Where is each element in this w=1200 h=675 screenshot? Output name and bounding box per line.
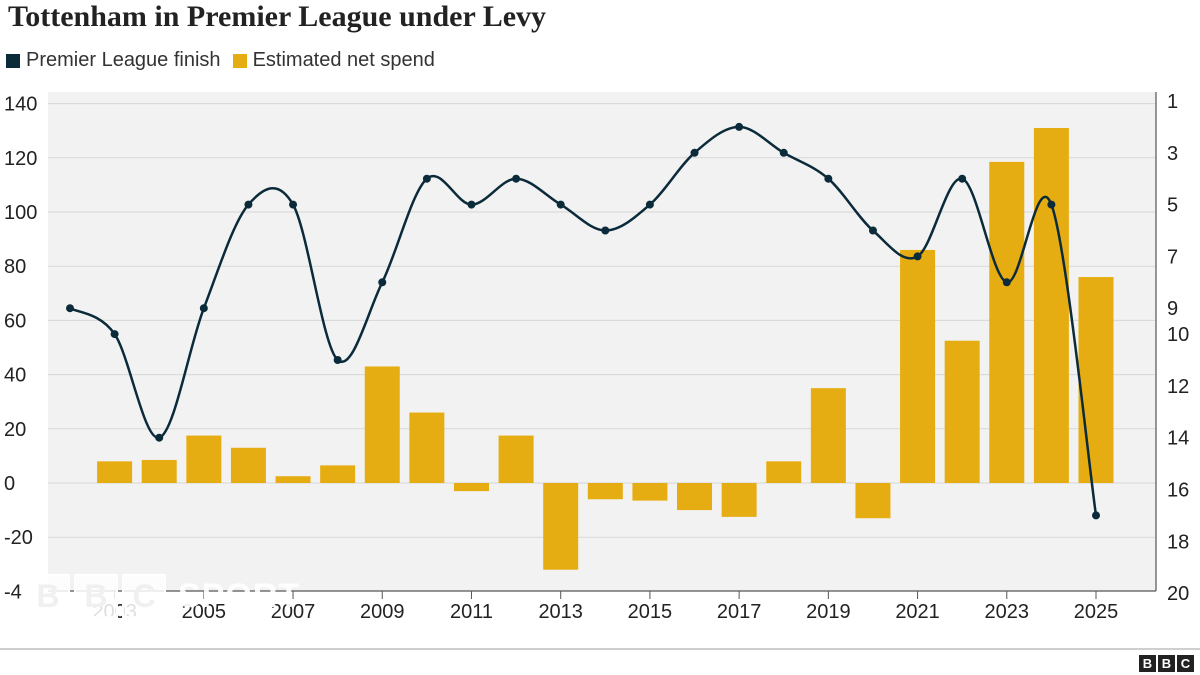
league-finish-point-2019 [824,174,833,183]
league-finish-point-2025 [1092,511,1100,520]
bar-2016 [677,483,713,511]
chart-title: Tottenham in Premier League under Levy [8,0,547,33]
x-axis-tick-label-2013: 2013 [538,601,583,623]
x-axis-tick-label-2015: 2015 [628,601,673,623]
right-axis-tick-label-1: 3 [1167,143,1178,165]
league-finish-point-2011 [467,200,476,209]
bar-2020 [855,483,891,519]
bar-2006 [230,447,266,483]
bar-2019 [810,388,846,483]
bar-2004 [141,459,177,483]
league-finish-point-2012 [512,174,521,183]
legend: Premier League finish Estimated net spen… [6,49,447,72]
watermark-block-2: B [74,574,118,618]
x-axis-tick-label-2023: 2023 [985,601,1030,623]
x-axis-tick-label-2009: 2009 [360,601,405,623]
league-finish-point-2021 [913,252,922,261]
x-axis-tick-label-2005: 2005 [182,601,227,623]
right-axis-tick-label-6: 12 [1167,376,1189,398]
bar-2017 [721,483,757,517]
league-finish-point-2013 [556,200,565,209]
bbc-logo-block-1: B [1139,655,1156,672]
left-axis-tick-label-3: 80 [4,256,26,278]
league-finish-point-2009 [378,278,387,287]
bar-2021 [900,249,936,483]
bar-2008 [320,465,356,483]
bar-2009 [364,366,400,483]
league-finish-point-2008 [333,356,342,364]
bar-2018 [766,461,802,483]
league-finish-point-2007 [289,200,298,209]
league-finish-point-2024 [1047,200,1056,209]
bar-2013 [543,483,579,570]
legend-item-net-spend: Estimated net spend [232,49,435,72]
legend-swatch-league-finish [6,53,20,68]
watermark-sport-text: SPORT [178,576,301,615]
left-axis-tick-label-5: 40 [4,365,26,387]
right-axis-tick-label-9: 18 [1167,531,1189,553]
left-axis-tick-label-2: 100 [4,202,37,224]
league-finish-point-2016 [690,148,699,157]
left-axis-tick-label-7: 0 [4,473,15,495]
league-finish-point-2022 [958,174,967,183]
league-finish-point-2010 [422,174,431,183]
right-axis-tick-label-2: 5 [1167,195,1178,217]
right-axis-tick-label-5: 10 [1167,324,1189,346]
left-axis-tick-label-0: 140 [4,94,37,116]
right-axis-tick-label-8: 16 [1167,480,1189,502]
watermark-block-1: B [26,574,70,618]
bar-2014 [587,483,623,500]
bar-2007 [275,476,311,483]
bbc-sport-watermark: B B C SPORT [26,574,300,618]
league-finish-point-2023 [1002,278,1011,287]
league-finish-point-2005 [199,304,208,313]
legend-item-league-finish: Premier League finish [6,49,221,72]
league-finish-point-2006 [244,200,253,209]
league-finish-point-2002 [66,304,74,313]
x-axis-tick-label-2025: 2025 [1074,601,1119,623]
bar-2012 [498,435,534,483]
right-axis-tick-label-3: 7 [1167,246,1178,268]
bar-2010 [409,412,445,483]
bar-2015 [632,483,668,501]
right-axis-tick-label-4: 9 [1167,298,1178,320]
x-axis-tick-label-2021: 2021 [895,601,940,623]
bar-2011 [453,483,489,492]
x-axis-tick-label-2019: 2019 [806,601,851,623]
league-finish-point-2015 [645,200,654,209]
bar-2023 [989,161,1025,484]
league-finish-point-2018 [779,148,788,157]
bar-2022 [944,340,980,483]
right-axis-tick-label-0: 1 [1167,91,1178,113]
left-axis-tick-label-1: 120 [4,148,37,170]
left-axis-tick-label-4: 60 [4,310,26,332]
x-axis-tick-label-2007: 2007 [271,601,316,623]
left-axis-tick-label-6: 20 [4,419,26,441]
x-axis-tick-label-2011: 2011 [450,601,493,623]
league-finish-point-2020 [868,226,877,235]
league-finish-point-2014 [601,226,610,235]
bbc-logo-block-2: B [1158,655,1175,672]
bar-2025 [1078,277,1114,483]
left-axis-tick-label-8: -20 [4,527,33,549]
left-axis-tick-label-9: -4 [4,581,22,603]
legend-swatch-net-spend [232,53,247,68]
legend-label-net-spend: Estimated net spend [252,49,435,71]
bar-2005 [186,435,222,483]
bar-2003 [97,461,133,483]
bbc-logo-block-3: C [1177,655,1194,672]
right-axis-tick-label-7: 14 [1167,428,1189,450]
league-finish-line [69,125,1098,516]
footer-divider [0,648,1200,650]
league-finish-point-2003 [110,330,119,339]
watermark-block-3: C [122,574,166,618]
league-finish-point-2004 [155,433,164,442]
right-axis-tick-label-10: 20 [1167,583,1189,605]
league-finish-point-2017 [735,122,744,131]
x-axis-tick-label-2017: 2017 [717,601,762,623]
bbc-logo: B B C [1139,655,1194,672]
legend-label-league-finish: Premier League finish [26,49,221,71]
bar-2024 [1033,127,1069,484]
